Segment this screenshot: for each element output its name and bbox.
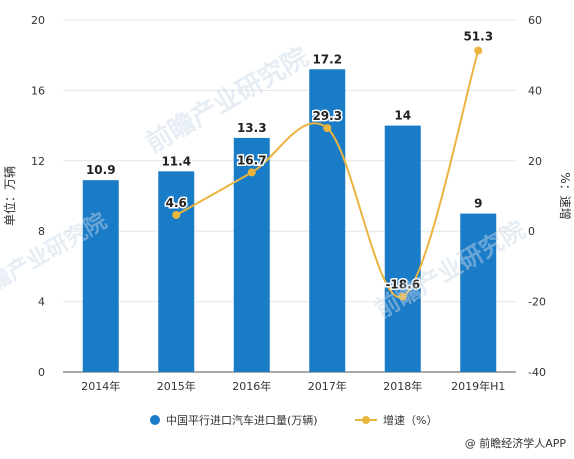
bar bbox=[460, 213, 497, 372]
legend: 中国平行进口汽车进口量(万辆) 增速（%） bbox=[0, 410, 574, 430]
growth-value-label: 29.3 bbox=[312, 109, 342, 123]
y-right-tick-label: -20 bbox=[528, 296, 546, 309]
legend-line-label: 增速（%） bbox=[383, 414, 438, 427]
bar bbox=[158, 171, 195, 372]
bar-value-label: 13.3 bbox=[237, 121, 267, 135]
growth-value-label-halo: 4.6 bbox=[166, 196, 187, 210]
bar bbox=[309, 69, 346, 372]
y-axis-title: 单位：万辆 bbox=[2, 166, 17, 226]
growth-point bbox=[323, 124, 332, 133]
x-tick-label: 2017年 bbox=[308, 379, 347, 393]
bar-value-label: 14 bbox=[394, 109, 411, 123]
growth-value-label: -18.6 bbox=[385, 278, 420, 292]
growth-value-label: 4.6 bbox=[166, 196, 187, 210]
growth-value-label: 51.3 bbox=[463, 30, 493, 44]
x-tick-label: 2016年 bbox=[232, 379, 271, 393]
source-credit: @ 前瞻经济学人APP bbox=[464, 437, 566, 450]
growth-value-label-halo: 29.3 bbox=[312, 109, 342, 123]
legend-line-swatch bbox=[355, 415, 377, 425]
legend-bar-swatch bbox=[150, 415, 160, 425]
bar bbox=[384, 125, 421, 372]
x-tick-label: 2019年H1 bbox=[451, 379, 505, 393]
bar-value-label: 9 bbox=[474, 197, 482, 211]
growth-line bbox=[175, 50, 480, 299]
y-right-tick-label: 60 bbox=[528, 14, 542, 27]
y-tick-label: 4 bbox=[38, 296, 45, 309]
growth-value-label-halo: -18.6 bbox=[385, 278, 420, 292]
growth-value-label: 16.7 bbox=[237, 153, 267, 167]
y-right-tick-label: -40 bbox=[528, 366, 546, 379]
bar-value-label: 17.2 bbox=[312, 52, 342, 66]
legend-item-line: 增速（%） bbox=[355, 412, 437, 428]
growth-value-label-halo: 51.3 bbox=[463, 30, 493, 44]
legend-bar-label: 中国平行进口汽车进口量(万辆) bbox=[166, 414, 318, 427]
legend-item-bar: 中国平行进口汽车进口量(万辆) bbox=[150, 412, 318, 428]
growth-point bbox=[474, 46, 483, 55]
growth-value-label-halo: 16.7 bbox=[237, 153, 267, 167]
growth-point bbox=[398, 292, 407, 301]
x-tick-label: 2015年 bbox=[157, 379, 196, 393]
bar-value-label: 11.4 bbox=[161, 154, 191, 168]
growth-point bbox=[247, 168, 256, 177]
y-right-tick-label: 40 bbox=[528, 84, 542, 97]
x-tick-label: 2014年 bbox=[81, 379, 120, 393]
bar bbox=[82, 180, 119, 372]
y-right-axis-title: %：速增 bbox=[558, 172, 572, 219]
y-right-tick-label: 0 bbox=[528, 225, 535, 238]
y-tick-label: 16 bbox=[31, 84, 45, 97]
bar bbox=[233, 137, 270, 372]
y-tick-label: 12 bbox=[31, 155, 45, 168]
y-right-tick-label: 20 bbox=[528, 155, 542, 168]
x-tick-label: 2018年 bbox=[383, 379, 422, 393]
y-tick-label: 0 bbox=[38, 366, 45, 379]
bar-value-label: 10.9 bbox=[86, 163, 116, 177]
y-tick-label: 8 bbox=[38, 225, 45, 238]
growth-point bbox=[172, 211, 181, 220]
y-tick-label: 20 bbox=[31, 14, 45, 27]
